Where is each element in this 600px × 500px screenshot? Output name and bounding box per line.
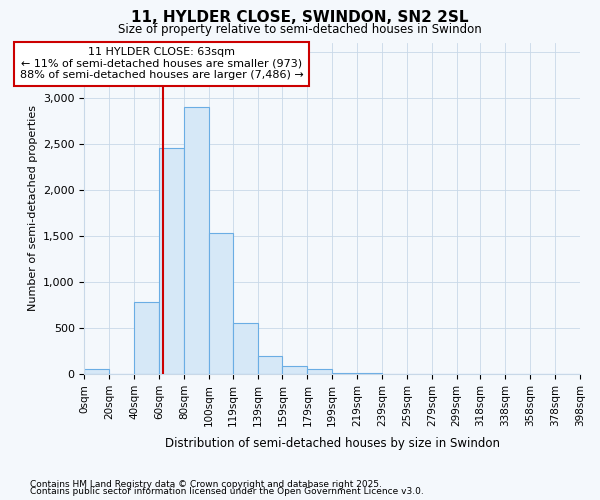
Text: 11, HYLDER CLOSE, SWINDON, SN2 2SL: 11, HYLDER CLOSE, SWINDON, SN2 2SL xyxy=(131,10,469,25)
Bar xyxy=(184,107,209,374)
Bar xyxy=(257,356,283,374)
X-axis label: Distribution of semi-detached houses by size in Swindon: Distribution of semi-detached houses by … xyxy=(165,437,500,450)
Text: Contains HM Land Registry data © Crown copyright and database right 2025.: Contains HM Land Registry data © Crown c… xyxy=(30,480,382,489)
Text: Contains public sector information licensed under the Open Government Licence v3: Contains public sector information licen… xyxy=(30,487,424,496)
Bar xyxy=(307,370,332,374)
Text: Size of property relative to semi-detached houses in Swindon: Size of property relative to semi-detach… xyxy=(118,22,482,36)
Bar xyxy=(283,366,307,374)
Bar xyxy=(85,370,109,374)
Text: 11 HYLDER CLOSE: 63sqm
← 11% of semi-detached houses are smaller (973)
88% of se: 11 HYLDER CLOSE: 63sqm ← 11% of semi-det… xyxy=(20,47,304,80)
Bar xyxy=(134,302,159,374)
Bar xyxy=(332,372,357,374)
Y-axis label: Number of semi-detached properties: Number of semi-detached properties xyxy=(28,106,38,312)
Bar xyxy=(159,148,184,374)
Bar xyxy=(209,233,233,374)
Bar xyxy=(233,324,257,374)
